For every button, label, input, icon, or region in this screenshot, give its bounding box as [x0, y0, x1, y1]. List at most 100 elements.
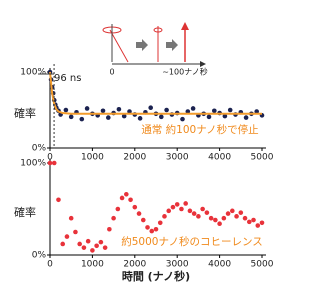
- data-point: [116, 106, 122, 112]
- x-tick-label: 1000: [81, 153, 104, 163]
- data-point: [100, 108, 106, 114]
- data-point: [136, 211, 142, 216]
- data-point: [137, 116, 143, 121]
- data-point: [121, 113, 127, 119]
- data-point: [164, 107, 169, 113]
- data-point: [204, 210, 210, 215]
- x-tick-label: 3000: [166, 153, 189, 163]
- marker-label: 96 ns: [54, 73, 81, 84]
- data-point: [213, 217, 218, 223]
- x-tick-label: 5000: [251, 153, 274, 163]
- data-point: [159, 114, 164, 120]
- data-point: [208, 215, 214, 221]
- inset-label: ~100ナノ秒: [162, 67, 208, 77]
- data-point: [148, 105, 153, 111]
- data-point: [64, 234, 70, 239]
- data-point: [115, 206, 121, 212]
- data-point: [106, 115, 111, 120]
- data-point: [174, 202, 180, 207]
- data-point: [170, 204, 176, 210]
- data-point: [162, 214, 167, 219]
- data-point: [94, 243, 99, 249]
- inset-arrow: [166, 39, 178, 51]
- data-point: [111, 215, 116, 221]
- data-point: [84, 106, 90, 111]
- x-axis-label: 時間 (ナノ秒): [122, 269, 190, 283]
- data-point: [85, 238, 91, 244]
- x-tick-label: 5000: [251, 260, 274, 270]
- y-tick-label: 100%: [20, 159, 46, 169]
- data-point: [132, 204, 138, 210]
- data-point: [81, 245, 87, 250]
- x-tick-label: 0: [47, 153, 53, 163]
- inset-arrow: [136, 39, 148, 51]
- x-tick-label: 2000: [123, 153, 146, 163]
- data-point: [102, 245, 108, 250]
- data-point: [230, 208, 235, 214]
- data-point: [73, 229, 78, 235]
- annotation: 約5000ナノ秒のコヒーレンス: [121, 235, 263, 248]
- y-axis-label: 確率: [14, 106, 36, 120]
- data-point: [63, 107, 69, 113]
- data-point: [191, 211, 197, 216]
- x-tick-label: 0: [47, 260, 53, 270]
- data-point: [128, 197, 133, 203]
- data-point: [221, 215, 227, 221]
- data-point: [149, 228, 155, 234]
- data-point: [119, 195, 125, 201]
- x-tick-label: 2000: [123, 260, 146, 270]
- data-point: [79, 116, 85, 122]
- data-point: [107, 226, 112, 232]
- data-point: [183, 201, 188, 206]
- data-point: [68, 215, 74, 221]
- inset-cone: [153, 27, 163, 33]
- data-point: [47, 160, 53, 166]
- data-point: [98, 239, 104, 245]
- data-point: [77, 241, 82, 247]
- data-point: [242, 215, 248, 221]
- annotation: 通常 約100ナノ秒で停止: [141, 123, 258, 136]
- data-point: [124, 191, 129, 197]
- x-tick-label: 4000: [208, 153, 231, 163]
- data-point: [60, 241, 66, 247]
- data-point: [196, 214, 201, 219]
- y-axis-label: 確率: [14, 205, 36, 219]
- data-point: [90, 248, 95, 253]
- data-point: [246, 219, 252, 225]
- data-point: [251, 217, 256, 223]
- data-point: [259, 220, 265, 226]
- data-point: [68, 114, 74, 120]
- x-tick-label: 3000: [166, 260, 189, 270]
- data-point: [51, 160, 57, 166]
- inset-arrowhead: [181, 22, 189, 30]
- data-point: [187, 208, 193, 214]
- inset-label: 0: [109, 68, 114, 77]
- data-point: [157, 220, 163, 226]
- data-point: [225, 211, 231, 216]
- data-point: [200, 206, 205, 212]
- data-point: [140, 217, 146, 223]
- inset: [102, 22, 206, 67]
- data-point: [206, 114, 212, 120]
- fit-line: [49, 71, 262, 115]
- data-point: [166, 208, 172, 214]
- data-point: [234, 214, 239, 219]
- data-point: [238, 210, 244, 215]
- y-tick-label: 100%: [20, 68, 46, 78]
- data-point: [153, 226, 159, 232]
- y-tick-label: 0%: [32, 144, 47, 154]
- data-point: [190, 106, 196, 111]
- x-tick-label: 4000: [208, 260, 231, 270]
- x-tick-label: 1000: [81, 260, 104, 270]
- data-point: [222, 113, 228, 119]
- inset-vector: [109, 29, 129, 63]
- data-point: [255, 223, 261, 228]
- data-point: [179, 206, 184, 212]
- data-point: [180, 116, 185, 122]
- data-point: [185, 109, 191, 114]
- data-point: [145, 225, 150, 230]
- y-tick-label: 0%: [32, 251, 47, 261]
- data-point: [217, 221, 222, 227]
- data-point: [56, 197, 61, 203]
